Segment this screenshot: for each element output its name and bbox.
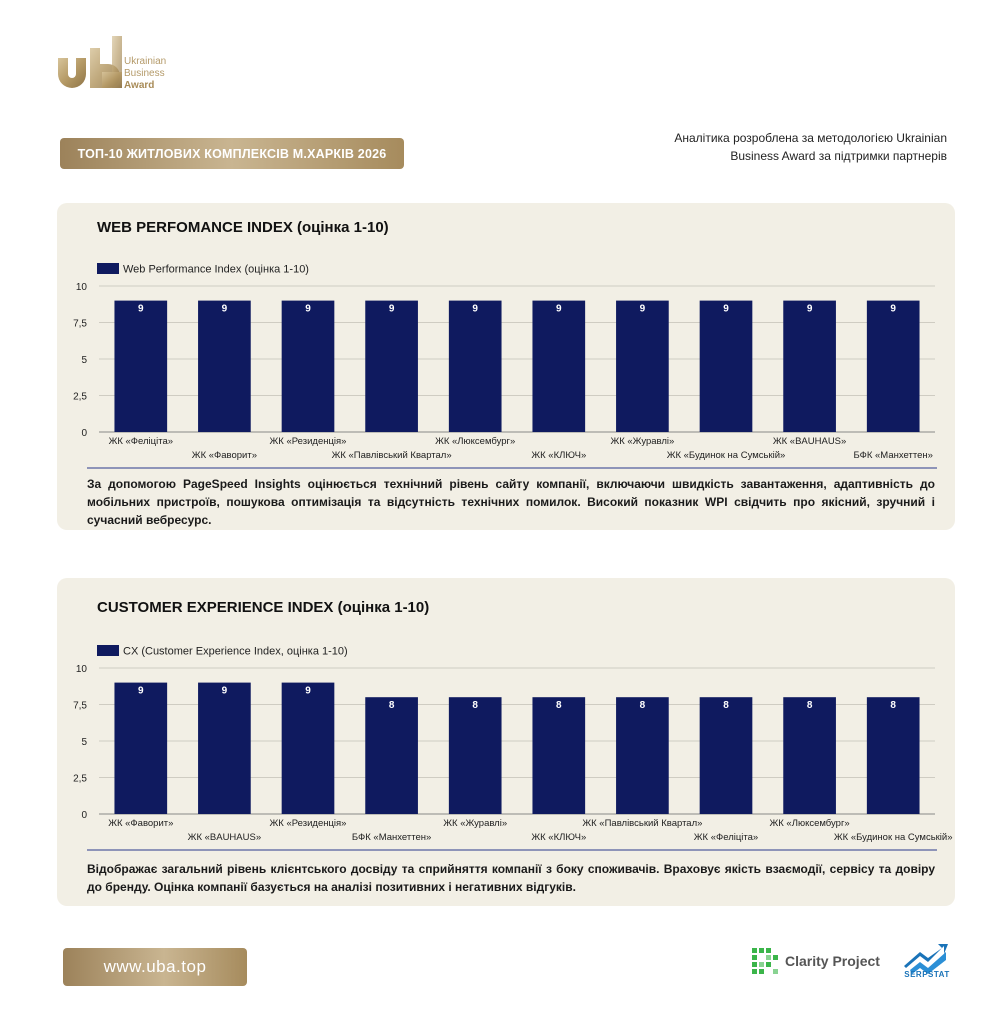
methodology-note: Аналітика розроблена за методологією Ukr… <box>617 129 947 165</box>
bar-value-label: 8 <box>556 700 562 711</box>
logo-line-ukrainian: Ukrainian <box>124 56 167 67</box>
x-tick-label: ЖК «Журавлі» <box>443 818 507 829</box>
bar <box>448 697 502 814</box>
x-tick-label: ЖК «Люксембург» <box>769 818 849 829</box>
bar-value-label: 8 <box>890 700 896 711</box>
logo-line-award: Award <box>124 80 155 91</box>
x-tick-label: ЖК «Резиденція» <box>270 436 347 447</box>
x-tick-label: ЖК «Будинок на Сумській» <box>667 450 786 461</box>
x-tick-label: ЖК «Фаворит» <box>108 818 173 829</box>
bar-value-label: 9 <box>890 304 896 315</box>
bar-value-label: 9 <box>556 304 562 315</box>
y-tick-label: 5 <box>81 737 87 748</box>
bar <box>532 697 586 814</box>
bar-value-label: 9 <box>138 304 144 315</box>
logo-line-business: Business <box>124 68 165 79</box>
ukrainian-business-award-logo <box>58 36 122 88</box>
bar-value-label: 8 <box>723 700 729 711</box>
bar-value-label: 9 <box>640 304 646 315</box>
bar <box>866 300 920 432</box>
bar-value-label: 9 <box>723 304 729 315</box>
bar <box>365 300 418 432</box>
clarity-project-icon <box>752 948 778 974</box>
bar <box>365 697 418 814</box>
logo-wordmark: Ukrainian Business Award <box>124 56 166 92</box>
website-link[interactable]: www.uba.top <box>63 948 247 986</box>
y-tick-label: 2,5 <box>73 774 87 785</box>
y-tick-label: 7,5 <box>73 701 87 712</box>
chart-legend: CX (Customer Experience Index, оцінка 1-… <box>97 645 348 658</box>
legend-swatch <box>97 645 119 656</box>
x-tick-label: ЖК «Люксембург» <box>435 436 515 447</box>
y-tick-label: 10 <box>76 282 88 293</box>
bar <box>114 682 168 814</box>
customer-experience-description: Відображає загальний рівень клієнтського… <box>87 862 935 894</box>
bar-value-label: 9 <box>222 686 228 697</box>
customer-experience-panel: CUSTOMER EXPERIENCE INDEX (оцінка 1-10) … <box>57 578 955 906</box>
methodology-note-line1: Аналітика розроблена за методологією Ukr… <box>674 131 947 145</box>
x-tick-label: ЖК «BAUHAUS» <box>188 832 261 843</box>
x-tick-label: ЖК «Феліціта» <box>109 436 173 447</box>
bar <box>198 300 251 432</box>
legend-label: CX (Customer Experience Index, оцінка 1-… <box>123 646 348 658</box>
bar <box>783 300 836 432</box>
bar <box>448 300 502 432</box>
bar <box>699 300 753 432</box>
x-tick-label: ЖК «Павлівський Квартал» <box>332 450 452 461</box>
bar <box>198 682 251 814</box>
bar-value-label: 9 <box>305 686 311 697</box>
y-tick-label: 10 <box>76 664 88 675</box>
x-tick-label: БФК «Манхеттен» <box>352 832 431 843</box>
bar <box>281 300 335 432</box>
bar-value-label: 9 <box>305 304 311 315</box>
bar-value-label: 8 <box>807 700 813 711</box>
bar-value-label: 8 <box>389 700 395 711</box>
bar <box>281 682 335 814</box>
bar <box>699 697 753 814</box>
x-tick-label: БФК «Манхеттен» <box>854 450 933 461</box>
x-tick-label: ЖК «BAUHAUS» <box>773 436 846 447</box>
legend-swatch <box>97 263 119 274</box>
y-tick-label: 0 <box>81 428 87 439</box>
bar <box>783 697 836 814</box>
bar-value-label: 9 <box>222 304 228 315</box>
bar <box>616 697 669 814</box>
x-tick-label: ЖК «Резиденція» <box>270 818 347 829</box>
web-performance-chart: Web Performance Index (оцінка 1-10) 0 2,5 5… <box>73 263 937 469</box>
x-tick-label: ЖК «Павлівський Квартал» <box>582 818 702 829</box>
chart-legend: Web Performance Index (оцінка 1-10) <box>97 263 309 276</box>
legend-label: Web Performance Index (оцінка 1-10) <box>123 264 309 276</box>
web-performance-panel: WEB PERFOMANCE INDEX (оцінка 1-10) Web P… <box>57 203 955 530</box>
y-tick-label: 2,5 <box>73 392 87 403</box>
x-tick-label: ЖК «Журавлі» <box>610 436 674 447</box>
x-tick-label: ЖК «Феліціта» <box>694 832 758 843</box>
page-title-badge: ТОП-10 ЖИТЛОВИХ КОМПЛЕКСІВ М.ХАРКІВ 2026 <box>60 138 404 169</box>
serpstat-logo-icon <box>904 944 948 974</box>
x-tick-label: ЖК «Фаворит» <box>192 450 257 461</box>
clarity-project-logo: Clarity Project <box>752 948 880 974</box>
bar <box>866 697 920 814</box>
x-tick-label: ЖК «Будинок на Сумській» <box>834 832 953 843</box>
bar-value-label: 9 <box>138 686 144 697</box>
bar-value-label: 9 <box>472 304 478 315</box>
x-tick-label: ЖК «КЛЮЧ» <box>531 832 586 843</box>
bar-value-label: 9 <box>807 304 813 315</box>
bar <box>114 300 168 432</box>
chart-title-web-performance: WEB PERFOMANCE INDEX (оцінка 1-10) <box>97 219 389 236</box>
clarity-project-label: Clarity Project <box>785 953 880 969</box>
methodology-note-line2: Business Award за підтримки партнерів <box>730 149 947 163</box>
serpstat-label: SERPSTAT <box>904 970 950 979</box>
x-tick-label: ЖК «КЛЮЧ» <box>531 450 586 461</box>
bar-value-label: 9 <box>389 304 395 315</box>
chart-title-customer-experience: CUSTOMER EXPERIENCE INDEX (оцінка 1-10) <box>97 599 430 616</box>
customer-experience-chart: CX (Customer Experience Index, оцінка 1-… <box>73 645 953 851</box>
bar-value-label: 8 <box>640 700 646 711</box>
y-tick-label: 0 <box>81 810 87 821</box>
bar-value-label: 8 <box>472 700 478 711</box>
bar <box>616 300 669 432</box>
bar <box>532 300 586 432</box>
web-performance-description: За допомогою PageSpeed Insights оцінюєть… <box>87 477 935 527</box>
y-tick-label: 5 <box>81 355 87 366</box>
y-tick-label: 7,5 <box>73 319 87 330</box>
